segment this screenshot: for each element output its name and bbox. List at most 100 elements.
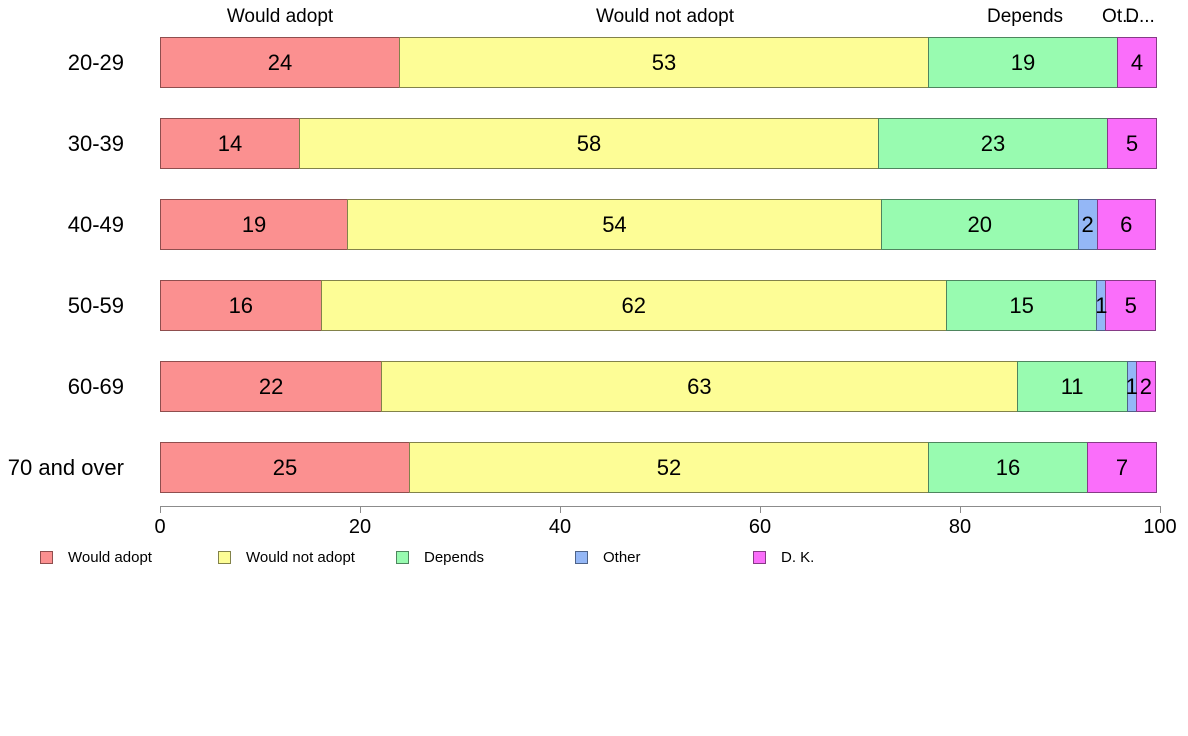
category-label-70-and-over: 70 and over — [7, 454, 124, 480]
legend-swatch-would-not-adopt — [218, 551, 231, 564]
column-header-other: Ot... — [1102, 6, 1138, 27]
legend-item-d-k: D. K. — [753, 549, 814, 566]
x-axis-tick — [160, 506, 161, 513]
bar-segment-would-adopt: 24 — [160, 37, 400, 88]
column-header-depends: Depends — [986, 6, 1064, 27]
segment-value-label: 62 — [621, 292, 646, 318]
x-axis-tick-label: 0 — [154, 516, 166, 538]
legend-swatch-would-adopt — [40, 551, 53, 564]
bar-segment-would-not-adopt: 62 — [320, 280, 947, 331]
bar-segment-depends: 15 — [945, 280, 1098, 331]
legend-label-d-k: D. K. — [781, 549, 815, 566]
legend-item-would-adopt: Would adopt — [40, 549, 152, 566]
bar-row-30-39: 14 58 23 5 — [160, 118, 1160, 169]
bar-segment-would-not-adopt: 58 — [299, 118, 879, 169]
legend-label-would-adopt: Would adopt — [68, 549, 152, 566]
category-label-60-69: 60-69 — [67, 373, 124, 399]
bar-segment-would-not-adopt: 52 — [409, 442, 929, 493]
x-axis-tick-label: 20 — [348, 516, 372, 538]
segment-value-label: 11 — [1060, 373, 1084, 399]
segment-value-label: 54 — [602, 211, 627, 237]
x-axis-tick — [360, 506, 361, 513]
bar-segment-d-k: 2 — [1135, 361, 1156, 412]
bar-segment-would-adopt: 19 — [160, 199, 349, 250]
category-label-30-39: 30-39 — [67, 130, 124, 156]
segment-value-label: 19 — [1010, 49, 1036, 75]
segment-value-label: 6 — [1120, 211, 1133, 237]
segment-value-label: 22 — [258, 373, 284, 399]
segment-value-label: 5 — [1124, 292, 1137, 318]
segment-value-label: 52 — [656, 454, 682, 480]
bar-segment-depends: 16 — [928, 442, 1088, 493]
category-label-50-59: 50-59 — [67, 292, 124, 318]
segment-value-label: 7 — [1115, 454, 1129, 480]
bar-segment-other: 2 — [1077, 199, 1098, 250]
bar-row-50-59: 16 62 15 1 5 — [160, 280, 1160, 331]
bar-segment-depends: 23 — [878, 118, 1108, 169]
bar-segment-would-adopt: 16 — [160, 280, 322, 331]
x-axis-tick-label: 40 — [548, 516, 572, 538]
segment-value-label: 24 — [267, 49, 293, 75]
bar-segment-other: 1 — [1125, 361, 1138, 412]
segment-value-label: 2 — [1081, 211, 1094, 237]
bar-segment-d-k: 6 — [1096, 199, 1156, 250]
legend-swatch-d-k — [753, 551, 766, 564]
segment-value-label: 53 — [651, 49, 677, 75]
segment-value-label: 25 — [272, 454, 298, 480]
bar-segment-would-not-adopt: 53 — [399, 37, 929, 88]
bar-row-60-69: 22 63 11 1 2 — [160, 361, 1160, 412]
legend-label-would-not-adopt: Would not adopt — [246, 549, 355, 566]
column-header-would-not-adopt: Would not adopt — [595, 6, 735, 27]
bar-segment-d-k: 7 — [1087, 442, 1157, 493]
segment-value-label: 63 — [687, 373, 712, 399]
bar-segment-depends: 19 — [928, 37, 1118, 88]
bar-segment-d-k: 5 — [1105, 280, 1156, 331]
segment-value-label: 16 — [228, 292, 254, 318]
x-axis-line — [160, 506, 1161, 507]
legend-item-depends: Depends — [396, 549, 484, 566]
segment-value-label: 1 — [1095, 292, 1108, 318]
bar-segment-would-not-adopt: 54 — [347, 199, 882, 250]
segment-value-label: 2 — [1139, 373, 1152, 399]
x-axis-tick — [560, 506, 561, 513]
segment-value-label: 5 — [1125, 130, 1139, 156]
legend-item-other: Other — [575, 549, 641, 566]
legend-label-depends: Depends — [424, 549, 485, 566]
bar-row-70-and-over: 25 52 16 7 — [160, 442, 1160, 493]
bar-segment-would-adopt: 25 — [160, 442, 410, 493]
legend-swatch-other — [575, 551, 588, 564]
bar-segment-would-not-adopt: 63 — [381, 361, 1018, 412]
x-axis-tick-label: 60 — [748, 516, 772, 538]
segment-value-label: 4 — [1130, 49, 1144, 75]
bar-segment-d-k: 5 — [1107, 118, 1157, 169]
legend-swatch-depends — [396, 551, 409, 564]
category-label-20-29: 20-29 — [67, 49, 124, 75]
bar-segment-depends: 11 — [1016, 361, 1128, 412]
legend-item-would-not-adopt: Would not adopt — [218, 549, 355, 566]
segment-value-label: 15 — [1009, 292, 1034, 318]
column-header-d-k: D... — [1125, 6, 1155, 27]
bar-segment-d-k: 4 — [1117, 37, 1157, 88]
x-axis-tick — [960, 506, 961, 513]
bar-segment-depends: 20 — [880, 199, 1079, 250]
segment-value-label: 58 — [576, 130, 602, 156]
x-axis-tick — [1160, 506, 1161, 513]
bar-row-40-49: 19 54 20 2 6 — [160, 199, 1160, 250]
segment-value-label: 23 — [980, 130, 1006, 156]
category-label-40-49: 40-49 — [67, 211, 124, 237]
segment-value-label: 19 — [241, 211, 267, 237]
column-header-would-adopt: Would adopt — [226, 6, 334, 27]
bar-segment-would-adopt: 14 — [160, 118, 300, 169]
x-axis-tick-label: 80 — [948, 516, 972, 538]
legend-label-other: Other — [603, 549, 641, 566]
segment-value-label: 20 — [967, 211, 992, 237]
segment-value-label: 1 — [1125, 373, 1138, 399]
segment-value-label: 14 — [217, 130, 243, 156]
bar-row-20-29: 24 53 19 4 — [160, 37, 1160, 88]
x-axis-tick-label: 100 — [1143, 516, 1177, 538]
segment-value-label: 16 — [995, 454, 1021, 480]
x-axis-tick — [760, 506, 761, 513]
bar-segment-other: 1 — [1095, 280, 1108, 331]
bar-segment-would-adopt: 22 — [160, 361, 383, 412]
